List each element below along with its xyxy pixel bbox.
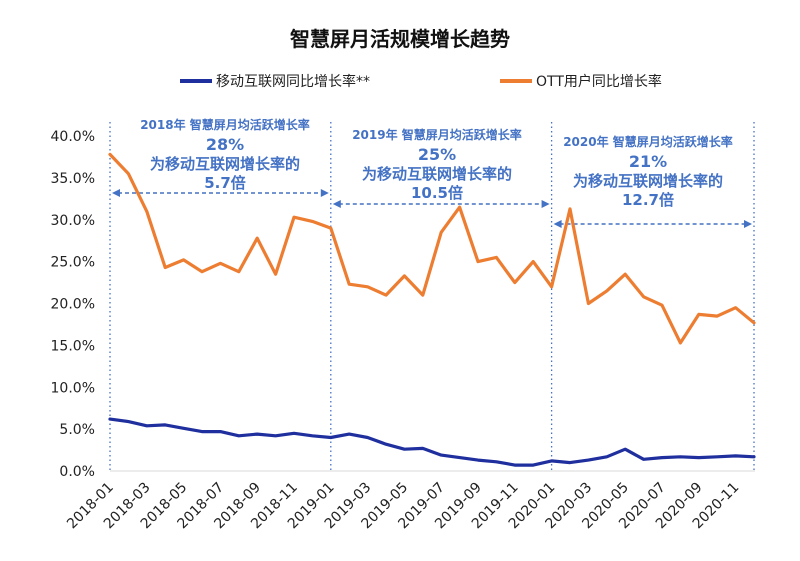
- chart-title: 智慧屏月活规模增长趋势: [290, 27, 510, 51]
- annotation-2019: 2019年 智慧屏月均活跃增长率 25% 为移动互联网增长率的 10.5倍: [352, 127, 522, 202]
- series-lines: [108, 152, 756, 467]
- annotation-2020-line2: 12.7倍: [622, 191, 674, 209]
- y-tick-label: 40.0%: [51, 129, 95, 145]
- annotation-2019-line1: 为移动互联网增长率的: [362, 165, 512, 183]
- span-arrow-head-right: [541, 200, 550, 208]
- series-line-mobile: [108, 417, 756, 467]
- annotation-2020-head: 2020年 智慧屏月均活跃增长率: [563, 134, 733, 149]
- span-arrow-head-left: [553, 220, 562, 228]
- annotation-2018-pct: 28%: [206, 135, 244, 154]
- annotation-2020-line1: 为移动互联网增长率的: [573, 172, 723, 190]
- y-axis-ticks: 0.0% 5.0% 10.0% 15.0% 20.0% 25.0% 30.0% 35.0% 40…: [51, 129, 95, 480]
- y-tick-label: 20.0%: [51, 297, 95, 313]
- y-tick-label: 25.0%: [51, 255, 95, 271]
- x-axis-ticks: 2018-012018-032018-052018-072018-092018-…: [64, 480, 742, 533]
- annotation-2018-head: 2018年 智慧屏月均活跃增长率: [140, 117, 310, 132]
- legend-label-mobile: 移动互联网同比增长率**: [216, 73, 370, 90]
- annotation-2019-head: 2019年 智慧屏月均活跃增长率: [352, 127, 522, 142]
- span-arrow-head-left: [332, 200, 341, 208]
- annotation-2020: 2020年 智慧屏月均活跃增长率 21% 为移动互联网增长率的 12.7倍: [563, 134, 733, 209]
- legend-label-ott: OTT用户同比增长率: [536, 73, 662, 90]
- annotation-2019-line2: 10.5倍: [411, 184, 463, 202]
- span-arrow-head-right: [320, 189, 329, 197]
- span-arrow-head-right: [744, 220, 752, 228]
- y-tick-label: 10.0%: [51, 380, 95, 396]
- annotation-2018-line2: 5.7倍: [204, 174, 246, 192]
- annotation-2018-line1: 为移动互联网增长率的: [150, 155, 300, 173]
- span-arrows: [112, 189, 752, 228]
- y-tick-label: 15.0%: [51, 338, 95, 354]
- y-tick-label: 5.0%: [59, 422, 95, 438]
- span-arrow-head-left: [112, 189, 120, 197]
- legend: 移动互联网同比增长率** OTT用户同比增长率: [180, 73, 662, 90]
- y-tick-label: 35.0%: [51, 171, 95, 187]
- annotation-2020-pct: 21%: [629, 152, 667, 171]
- series-line-ott: [108, 152, 756, 345]
- annotation-2019-pct: 25%: [418, 145, 456, 164]
- annotation-2018: 2018年 智慧屏月均活跃增长率 28% 为移动互联网增长率的 5.7倍: [140, 117, 310, 192]
- y-tick-label: 30.0%: [51, 213, 95, 229]
- y-tick-label: 0.0%: [59, 464, 95, 480]
